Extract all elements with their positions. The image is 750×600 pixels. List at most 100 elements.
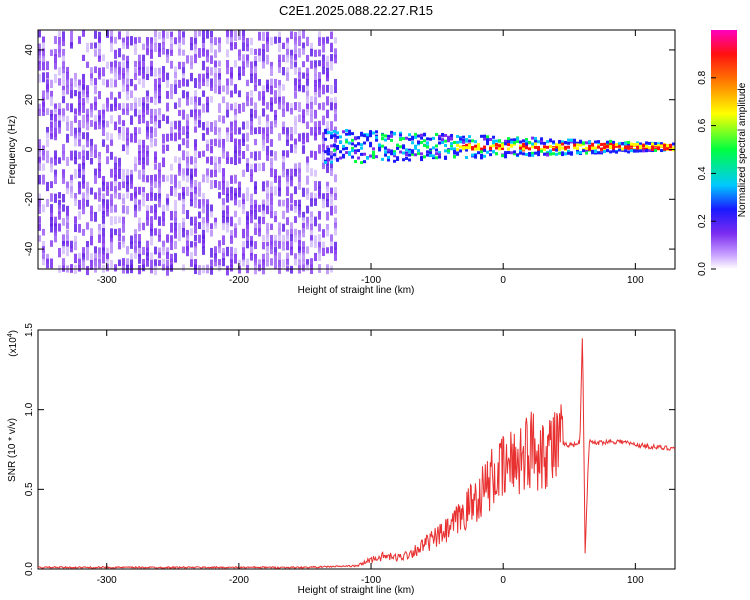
- spectrogram-cell: [274, 186, 277, 196]
- spectrogram-cell: [194, 168, 197, 177]
- spectrogram-cell: [270, 66, 273, 76]
- signal-cell: [366, 135, 370, 139]
- signal-cell: [576, 141, 580, 145]
- signal-cell: [480, 153, 484, 157]
- spectrogram-cell: [122, 198, 125, 205]
- spectrogram-cell: [198, 222, 201, 230]
- signal-cell: [540, 140, 544, 144]
- signal-cell: [378, 146, 382, 150]
- spectrogram-cell: [262, 241, 265, 250]
- spectrogram-cell: [70, 150, 73, 161]
- spectrogram-cell: [78, 151, 81, 160]
- signal-cell: [495, 146, 499, 150]
- spectrogram-cell: [110, 115, 113, 124]
- spectrogram-cell: [118, 234, 121, 242]
- spectrogram-cell: [278, 181, 281, 191]
- spectrogram-cell: [134, 102, 137, 110]
- spectrogram-cell: [286, 181, 289, 191]
- spectrogram-cell: [190, 192, 193, 202]
- spectrogram-cell: [294, 49, 297, 59]
- spectrogram-cell: [142, 114, 145, 124]
- spectrogram-cell: [190, 168, 193, 179]
- signal-cell: [492, 139, 496, 143]
- spectrogram-cell: [234, 60, 237, 68]
- spectrogram-cell: [46, 181, 49, 192]
- spectrogram-cell: [134, 192, 137, 200]
- spectrogram-cell: [266, 259, 269, 267]
- spectrogram-cell: [306, 246, 309, 254]
- spectrogram-cell: [282, 54, 285, 63]
- spectrogram-cell: [42, 61, 45, 71]
- spectrogram-cell: [58, 247, 61, 258]
- spectrogram-cell: [94, 85, 97, 95]
- spectrogram-cell: [258, 79, 261, 86]
- spectrogram-cell: [122, 67, 125, 75]
- spectrogram-cell: [286, 229, 289, 239]
- spectrogram-cell: [66, 246, 69, 257]
- signal-cell: [420, 133, 424, 137]
- spectrogram-cell: [226, 127, 229, 136]
- signal-cell: [657, 147, 661, 151]
- spectrogram-cell: [98, 187, 101, 196]
- signal-cell: [504, 155, 508, 159]
- spectrogram-cell: [114, 204, 117, 213]
- spectrogram-cell: [86, 265, 89, 276]
- signal-cell: [633, 149, 637, 153]
- spectrogram-cell: [182, 37, 185, 45]
- signal-cell: [642, 144, 646, 148]
- spectrogram-cell: [318, 37, 321, 47]
- spectrogram-cell: [166, 259, 169, 270]
- spectrogram-cell: [126, 84, 129, 95]
- signal-cell: [504, 139, 508, 143]
- signal-cell: [504, 142, 508, 146]
- signal-cell: [405, 156, 409, 160]
- spectrogram-cell: [258, 31, 261, 41]
- spectrogram-cell: [198, 115, 201, 124]
- signal-cell: [369, 154, 373, 158]
- signal-cell: [597, 140, 601, 144]
- signal-cell: [477, 143, 481, 147]
- spectrogram-cell: [206, 216, 209, 227]
- spectrogram-cell: [90, 187, 93, 195]
- spectrogram-cell: [154, 115, 157, 125]
- spectrogram-cell: [158, 96, 161, 104]
- spectrogram-cell: [326, 61, 329, 71]
- spectrogram-cell: [122, 42, 125, 49]
- spectrogram-cell: [250, 114, 253, 122]
- spectrogram-cell: [266, 205, 269, 215]
- spectrogram-cell: [246, 193, 249, 202]
- signal-cell: [408, 158, 412, 162]
- spectrogram-cell: [62, 169, 65, 179]
- signal-cell: [348, 132, 352, 136]
- signal-cell: [411, 137, 415, 141]
- spectrogram-cell: [302, 72, 305, 79]
- spectrogram-cell: [166, 49, 169, 58]
- spectrogram-cell: [298, 210, 301, 218]
- spectrogram-cell: [262, 216, 265, 225]
- spectrogram-cell: [286, 252, 289, 260]
- signal-cell: [528, 141, 532, 145]
- spectrogram-cell: [58, 49, 61, 58]
- signal-cell: [483, 154, 487, 158]
- spectrogram-cell: [162, 133, 165, 144]
- spectrogram-cell: [270, 247, 273, 255]
- spectrogram-cell: [286, 168, 289, 177]
- spectrogram-cell: [326, 223, 329, 231]
- signal-cell: [531, 153, 535, 157]
- spectrogram-cell: [146, 90, 149, 100]
- spectrogram-cell: [170, 186, 173, 196]
- spectrogram-cell: [306, 216, 309, 227]
- spectrogram-cell: [318, 253, 321, 262]
- signal-cell: [402, 144, 406, 148]
- spectrogram-cell: [110, 181, 113, 192]
- signal-cell: [495, 143, 499, 147]
- spectrogram-cell: [150, 228, 153, 237]
- spectrogram-cell: [234, 198, 237, 206]
- spectrogram-cell: [314, 60, 317, 70]
- snr-frame: [37, 329, 676, 570]
- spectrogram-cell: [226, 193, 229, 203]
- spectrogram-cell: [150, 174, 153, 184]
- spectrogram-cell: [278, 252, 281, 261]
- signal-cell: [411, 135, 415, 139]
- spectrogram-cell: [206, 103, 209, 113]
